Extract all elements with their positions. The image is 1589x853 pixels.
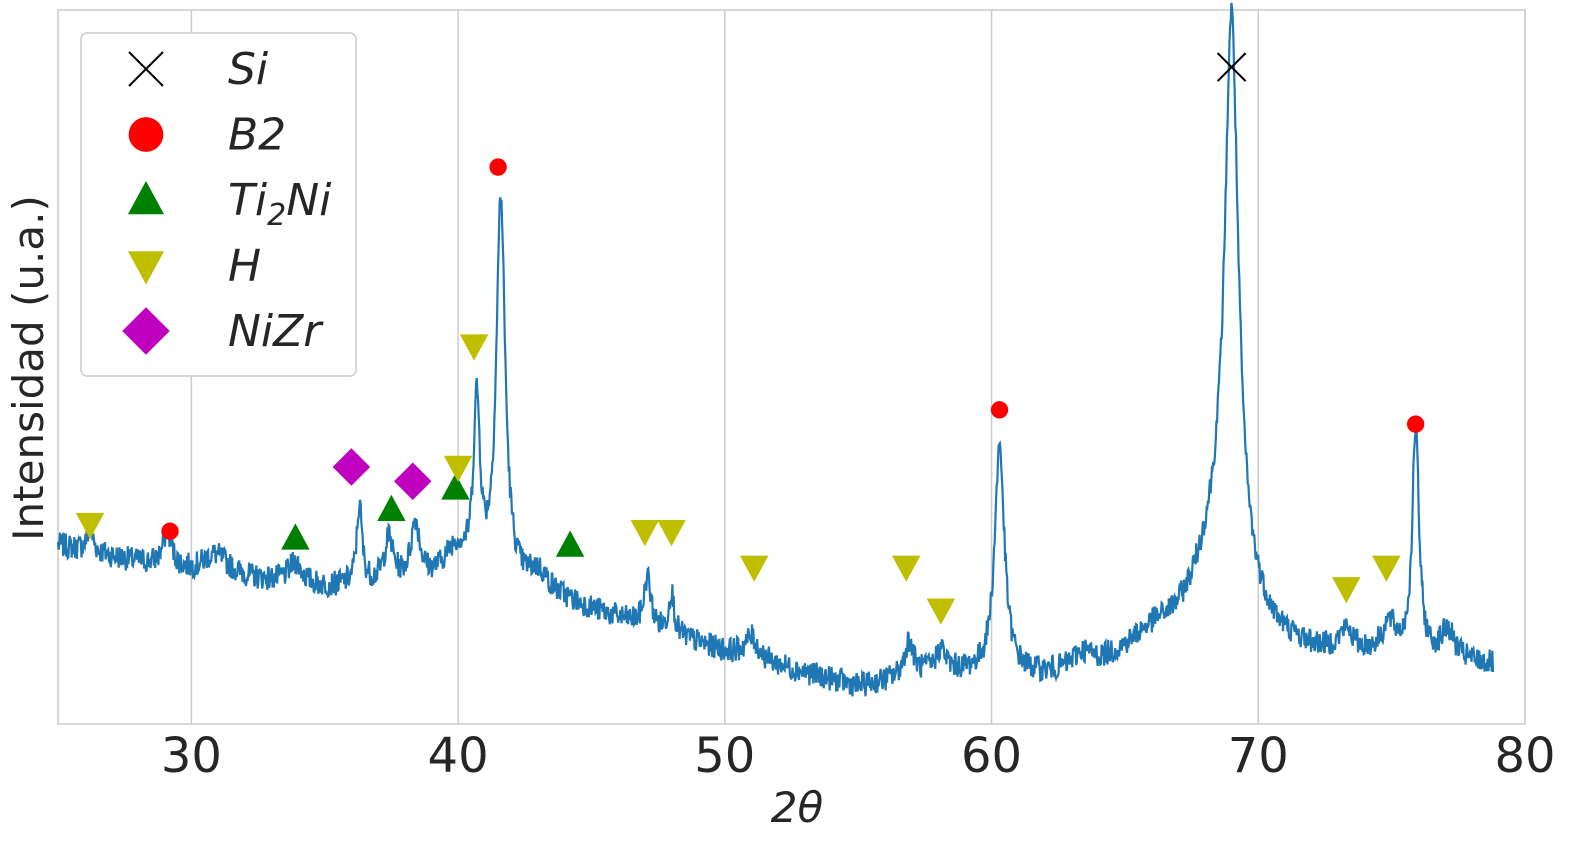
marker-nizr <box>332 448 371 486</box>
marker-si <box>1216 52 1247 82</box>
marker-h <box>459 334 489 361</box>
circle-icon <box>128 117 164 152</box>
legend-label: NiZr <box>228 306 324 357</box>
marker-h <box>891 555 921 582</box>
marker-ti2ni <box>281 523 310 550</box>
legend-item: Ti2Ni <box>127 175 332 233</box>
x-tick-label: 70 <box>1228 728 1289 784</box>
diamond-icon <box>122 307 170 355</box>
legend-label-main: Si <box>228 44 269 95</box>
legend-item: B2 <box>128 110 286 161</box>
x-tick-label: 40 <box>428 728 489 784</box>
marker-h <box>1372 555 1401 582</box>
x-axis-label: 2θ <box>771 783 823 832</box>
y-axis-label: Intensidad (u.a.) <box>4 195 53 541</box>
marker-ti2ni <box>441 473 470 500</box>
legend-label-main: Ti <box>228 175 268 226</box>
marker-h <box>657 519 686 547</box>
marker-h <box>75 512 105 540</box>
marker-b2 <box>489 158 507 176</box>
intensity-trace <box>56 2 1495 697</box>
legend-label: Ti2Ni <box>228 175 332 233</box>
legend-item: H <box>127 241 261 292</box>
legend-item: NiZr <box>122 306 324 357</box>
marker-h <box>630 519 660 547</box>
marker-b2 <box>161 522 179 540</box>
legend-label-main: NiZr <box>228 306 324 357</box>
marker-ti2ni <box>377 494 406 522</box>
marker-h <box>1332 577 1361 604</box>
marker-h <box>739 555 769 582</box>
x-tick-label: 60 <box>961 728 1022 784</box>
triangle-up-icon <box>127 181 165 215</box>
legend-item: Si <box>128 44 269 95</box>
triangle-down-icon <box>127 251 165 285</box>
marker-b2 <box>990 401 1009 419</box>
marker-h <box>443 455 473 482</box>
legend: Si B2 Ti2Ni H NiZr <box>80 32 357 377</box>
x-tick-label: 50 <box>694 728 755 784</box>
legend-label-main: H <box>228 241 261 292</box>
phase-markers <box>75 52 1425 625</box>
marker-nizr <box>393 462 432 500</box>
marker-h <box>926 598 956 625</box>
legend-label-main: B2 <box>228 110 286 161</box>
marker-ti2ni <box>555 530 585 557</box>
legend-label: Si <box>228 44 269 95</box>
legend-label-tail: Ni <box>286 175 332 226</box>
x-tick-label: 30 <box>161 728 222 784</box>
legend-label: H <box>228 241 261 292</box>
legend-label-subscript: 2 <box>267 198 286 233</box>
x-icon <box>128 51 164 87</box>
marker-b2 <box>1406 415 1425 433</box>
x-tick-labels: 30 40 50 60 70 80 <box>161 728 1556 784</box>
x-tick-label: 80 <box>1494 728 1555 784</box>
legend-label: B2 <box>228 110 286 161</box>
